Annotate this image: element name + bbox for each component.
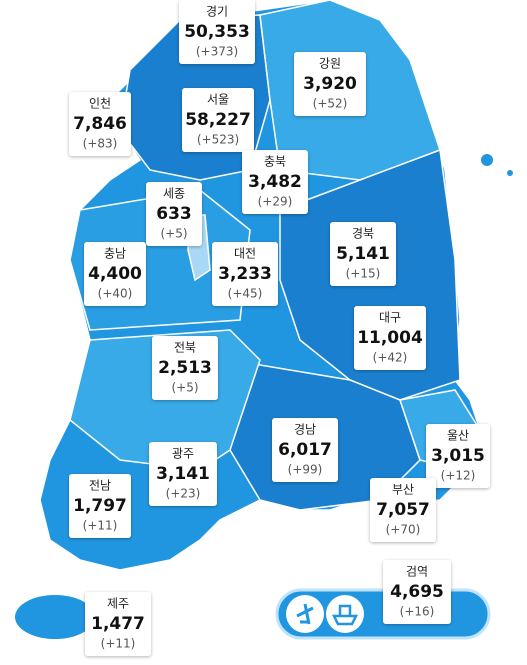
region-name: 전북 xyxy=(174,341,196,355)
label-box xyxy=(149,442,217,506)
region-label: 경기 50,353 (+373) xyxy=(179,0,255,64)
region-label: 강원 3,920 (+52) xyxy=(294,52,366,116)
labels: 경기 50,353 (+373) 강원 3,920 (+52) 인천 7,846 (+83) 서울… xyxy=(69,0,490,656)
region-name: 인천 xyxy=(89,96,111,111)
region-name: 충북 xyxy=(264,155,286,169)
region-name: 세종 xyxy=(163,187,185,201)
region-total: 3,141 xyxy=(156,464,210,484)
region-total: 4,695 xyxy=(390,582,444,602)
region-change: (+5) xyxy=(171,381,198,395)
label-box xyxy=(330,222,396,286)
region-label: 충남 4,400 (+40) xyxy=(84,242,146,306)
label-box xyxy=(69,474,131,538)
region-name: 대구 xyxy=(379,311,401,325)
region-label: 전남 1,797 (+11) xyxy=(69,474,131,538)
region-change: (+11) xyxy=(101,637,136,651)
region-label: 대구 11,004 (+42) xyxy=(354,306,426,370)
island xyxy=(507,170,513,176)
region-label: 검역 4,695 (+16) xyxy=(383,560,451,624)
region-label: 인천 7,846 (+83) xyxy=(69,92,131,156)
label-box xyxy=(354,306,426,370)
region-name: 부산 xyxy=(392,483,414,497)
region-change: (+70) xyxy=(386,523,421,537)
label-box xyxy=(146,182,202,246)
region-label: 제주 1,477 (+11) xyxy=(85,592,151,656)
region-change: (+11) xyxy=(83,519,118,533)
region-total: 11,004 xyxy=(357,328,423,348)
label-box xyxy=(179,0,255,64)
region-label: 울산 3,015 (+12) xyxy=(426,424,490,488)
region-total: 633 xyxy=(156,204,192,224)
label-box xyxy=(212,242,278,306)
label-box xyxy=(84,242,146,306)
island xyxy=(481,154,493,166)
label-box xyxy=(69,92,131,156)
region-name: 강원 xyxy=(319,57,341,71)
region-change: (+99) xyxy=(288,463,323,477)
region-total: 58,227 xyxy=(185,110,251,130)
region-change: (+52) xyxy=(313,97,348,111)
region-change: (+373) xyxy=(196,45,238,59)
label-box xyxy=(383,560,451,624)
region-total: 6,017 xyxy=(278,440,332,460)
region-label: 충북 3,482 (+29) xyxy=(242,150,308,214)
region-name: 광주 xyxy=(172,447,194,461)
region-change: (+15) xyxy=(346,267,381,281)
region-total: 7,846 xyxy=(73,114,127,134)
region-label: 세종 633 (+5) xyxy=(146,182,202,246)
region-label: 광주 3,141 (+23) xyxy=(149,442,217,506)
region-total: 1,477 xyxy=(91,614,145,634)
region-name: 제주 xyxy=(107,597,129,611)
region-total: 4,400 xyxy=(88,264,142,284)
region-label: 경남 6,017 (+99) xyxy=(272,418,338,482)
region-name: 경북 xyxy=(352,227,374,241)
region-name: 경남 xyxy=(294,423,316,437)
region-label: 경북 5,141 (+15) xyxy=(330,222,396,286)
region-label: 서울 58,227 (+523) xyxy=(182,88,254,152)
region-change: (+45) xyxy=(228,287,263,301)
region-label: 대전 3,233 (+45) xyxy=(212,242,278,306)
region-total: 5,141 xyxy=(336,244,390,264)
region-label: 부산 7,057 (+70) xyxy=(370,478,436,542)
jeju-island xyxy=(15,595,95,639)
region-change: (+12) xyxy=(441,469,476,483)
region-change: (+16) xyxy=(400,605,435,619)
region-label: 전북 2,513 (+5) xyxy=(152,336,218,400)
region-total: 3,482 xyxy=(248,172,302,192)
region-name: 서울 xyxy=(207,93,229,107)
label-box xyxy=(370,478,436,542)
region-change: (+23) xyxy=(166,487,201,501)
label-box xyxy=(85,592,151,656)
region-total: 3,920 xyxy=(303,74,357,94)
region-change: (+40) xyxy=(98,287,133,301)
region-total: 2,513 xyxy=(158,358,212,378)
label-box xyxy=(152,336,218,400)
region-total: 50,353 xyxy=(184,22,250,42)
region-total: 3,015 xyxy=(431,446,485,466)
region-change: (+83) xyxy=(83,137,118,151)
region-change: (+5) xyxy=(160,227,187,241)
region-total: 3,233 xyxy=(218,264,272,284)
region-change: (+42) xyxy=(373,351,408,365)
region-total: 7,057 xyxy=(376,500,430,520)
region-name: 대전 xyxy=(234,247,256,261)
label-box xyxy=(242,150,308,214)
label-box xyxy=(182,88,254,152)
label-box xyxy=(294,52,366,116)
region-name: 울산 xyxy=(447,429,469,443)
label-box xyxy=(272,418,338,482)
region-total: 1,797 xyxy=(73,496,127,516)
region-name: 전남 xyxy=(89,479,111,493)
region-name: 검역 xyxy=(406,565,428,579)
region-change: (+523) xyxy=(197,133,239,147)
region-change: (+29) xyxy=(258,195,293,209)
region-name: 경기 xyxy=(206,5,228,19)
label-box xyxy=(426,424,490,488)
region-name: 충남 xyxy=(104,247,126,261)
